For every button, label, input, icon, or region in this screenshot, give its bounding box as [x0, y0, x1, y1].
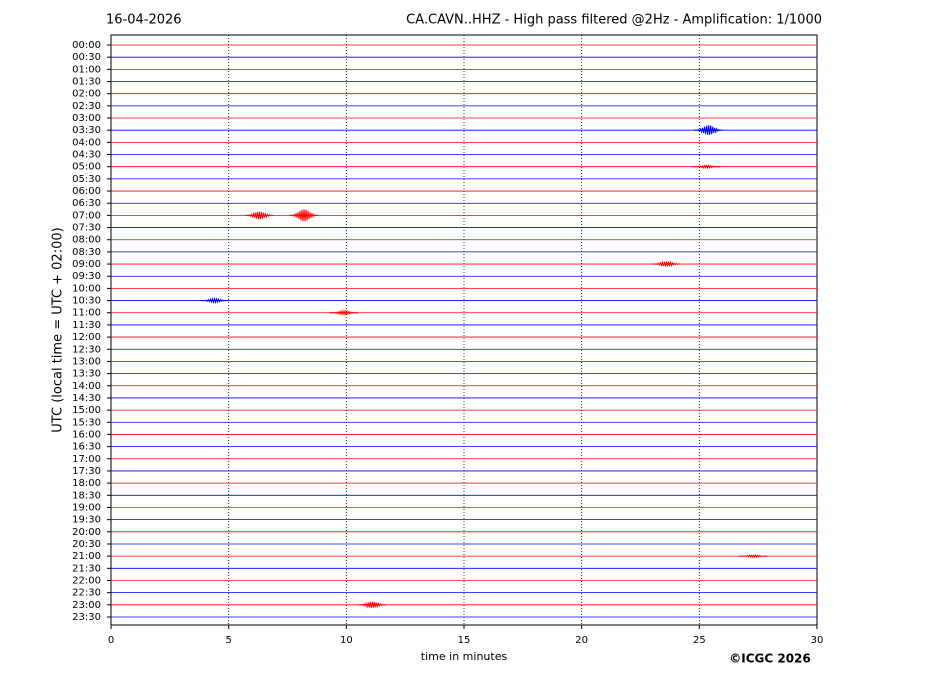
y-axis-label: UTC (local time = UTC + 02:00) — [51, 227, 66, 432]
y-tick-label: 16:30 — [72, 442, 101, 453]
x-tick-label: 30 — [811, 635, 824, 646]
y-tick-label: 06:00 — [72, 186, 101, 197]
y-tick-label: 12:00 — [72, 332, 101, 343]
event — [199, 296, 229, 305]
y-tick-label: 09:00 — [72, 259, 101, 270]
y-tick-label: 07:00 — [72, 210, 101, 221]
y-tick-label: 23:30 — [72, 612, 101, 623]
x-tick-label: 10 — [340, 635, 353, 646]
y-tick-label: 10:00 — [72, 283, 101, 294]
y-tick-label: 14:00 — [72, 381, 101, 392]
y-tick-label: 01:30 — [72, 77, 101, 88]
y-tick-label: 03:00 — [72, 113, 101, 124]
chart-title: CA.CAVN..HHZ - High pass filtered @2Hz -… — [406, 13, 822, 28]
y-tick-label: 00:00 — [72, 40, 101, 51]
date: 16-04-2026 — [106, 13, 182, 28]
copyright: ©ICGC 2026 — [729, 652, 811, 666]
y-tick-label: 02:00 — [72, 89, 101, 100]
event — [693, 125, 723, 136]
y-tick-label: 03:30 — [72, 125, 101, 136]
x-axis-label: time in minutes — [421, 650, 508, 663]
y-tick-label: 09:30 — [72, 271, 101, 282]
y-tick-label: 02:30 — [72, 101, 101, 112]
x-tick-label: 25 — [693, 635, 706, 646]
event — [357, 601, 387, 609]
y-tick-label: 05:30 — [72, 174, 101, 185]
event — [739, 554, 768, 559]
x-tick-label: 0 — [108, 635, 114, 646]
x-tick-label: 20 — [575, 635, 588, 646]
y-tick-label: 20:00 — [72, 527, 101, 538]
y-tick-label: 08:30 — [72, 247, 101, 258]
event — [329, 309, 359, 317]
y-tick-label: 22:00 — [72, 575, 101, 586]
y-tick-label: 21:00 — [72, 551, 101, 562]
y-tick-label: 11:00 — [72, 308, 101, 319]
y-tick-label: 07:30 — [72, 223, 101, 234]
event — [244, 211, 274, 220]
y-tick-label: 00:30 — [72, 52, 101, 63]
y-tick-label: 16:00 — [72, 429, 101, 440]
y-tick-label: 04:00 — [72, 137, 101, 148]
y-tick-label: 19:30 — [72, 515, 101, 526]
y-tick-label: 18:00 — [72, 478, 101, 489]
y-tick-label: 01:00 — [72, 64, 101, 75]
y-tick-label: 21:30 — [72, 563, 101, 574]
event — [692, 164, 721, 170]
y-tick-label: 14:30 — [72, 393, 101, 404]
y-tick-label: 23:00 — [72, 600, 101, 611]
y-tick-label: 15:00 — [72, 405, 101, 416]
y-tick-label: 18:30 — [72, 490, 101, 501]
y-tick-label: 20:30 — [72, 539, 101, 550]
event — [289, 209, 319, 222]
y-tick-label: 05:00 — [72, 162, 101, 173]
y-tick-label: 08:00 — [72, 235, 101, 246]
y-tick-label: 17:30 — [72, 466, 101, 477]
y-tick-label: 12:30 — [72, 344, 101, 355]
x-tick-label: 5 — [225, 635, 231, 646]
y-tick-label: 11:30 — [72, 320, 101, 331]
y-tick-label: 15:30 — [72, 417, 101, 428]
y-tick-label: 06:30 — [72, 198, 101, 209]
event — [651, 260, 681, 268]
y-tick-label: 22:30 — [72, 588, 101, 599]
y-tick-label: 04:30 — [72, 150, 101, 161]
y-tick-label: 13:00 — [72, 356, 101, 367]
y-tick-label: 10:30 — [72, 296, 101, 307]
y-tick-label: 19:00 — [72, 502, 101, 513]
y-tick-label: 17:00 — [72, 454, 101, 465]
y-tick-label: 13:30 — [72, 369, 101, 380]
x-tick-label: 15 — [458, 635, 471, 646]
